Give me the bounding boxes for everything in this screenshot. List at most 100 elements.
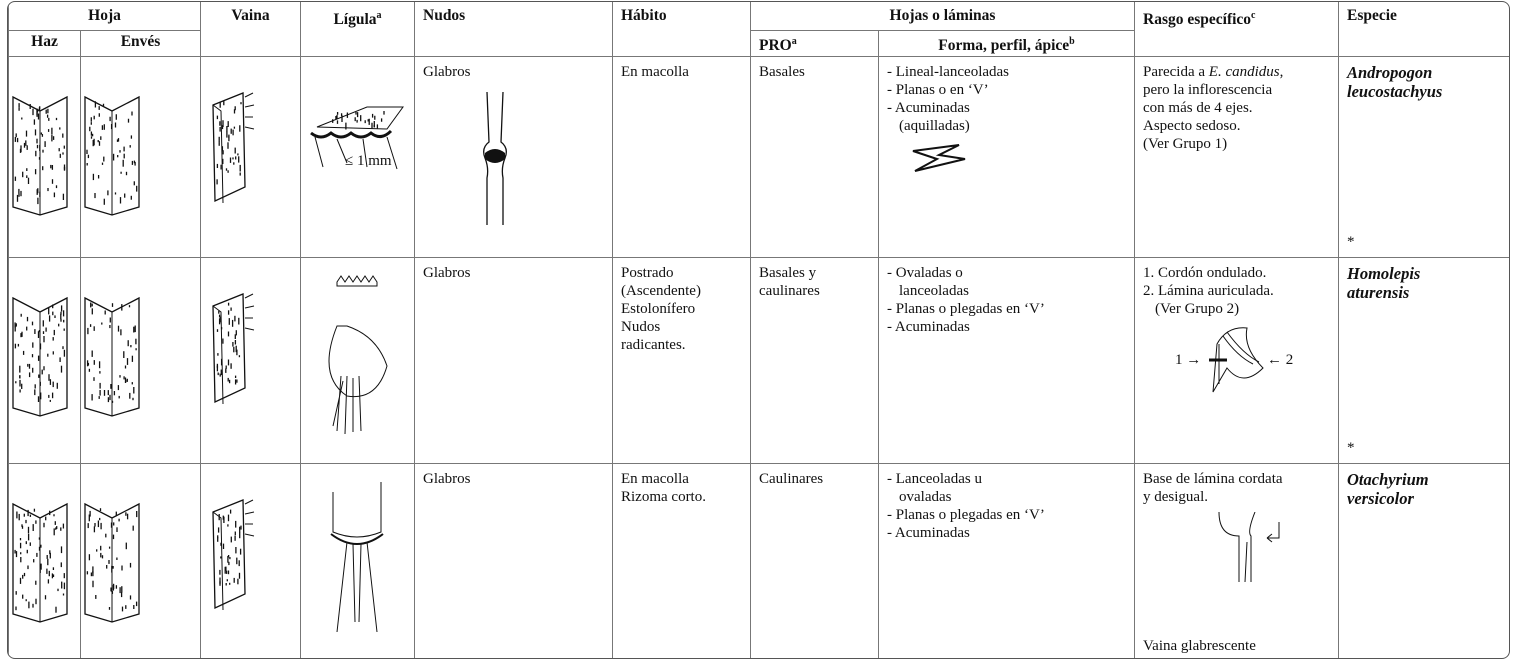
forma-cell: - Lanceoladas u ovaladas - Planas o plegad…: [878, 463, 1135, 658]
figure-label: 1 →: [1175, 352, 1202, 369]
header-cell: Nudos: [414, 2, 613, 58]
header-cell: Lígulaa: [300, 2, 415, 58]
ligula-cell: [300, 257, 415, 465]
ligula-cell: ≤ 1 mm: [300, 56, 415, 259]
enves-cell: [80, 56, 201, 259]
header-cell: Hoja: [8, 2, 201, 31]
sheath-drawing: [212, 499, 255, 611]
haz-cell: [8, 463, 81, 658]
species-name: Andropogon leucostachyus: [1339, 57, 1509, 107]
leaf-drawing: [84, 297, 140, 417]
cell-content: [81, 57, 200, 217]
habito-cell: En macolla: [612, 56, 751, 259]
rasgo-foot: Vaina glabrescente: [1143, 638, 1256, 655]
species-name: Homolepis aturensis: [1339, 258, 1509, 308]
text-line: (aquilladas): [899, 118, 970, 135]
enves-cell: [80, 463, 201, 658]
text-line: Basales y: [759, 265, 817, 282]
forma-cell: - Ovaladas o lanceoladas - Planas o plegad…: [878, 257, 1135, 465]
header-cell: Haz: [8, 29, 81, 58]
pro-text: Caulinares: [751, 464, 878, 494]
rasgo-text: Base de lámina cordata y desigual.: [1135, 464, 1338, 512]
text-line: Postrado: [621, 265, 674, 282]
ligule-drawing: [330, 482, 384, 633]
text-segment: Parecida a: [1143, 64, 1209, 81]
footnote-mark: a: [791, 36, 797, 47]
header-row: Hoja Vaina Lígulaa Nudos Hábito Hojas o …: [8, 2, 1509, 58]
footnote-mark: b: [1069, 36, 1075, 47]
text-line: Parecida a E. candidus,: [1143, 63, 1330, 81]
text-line: - Acuminadas: [887, 100, 970, 117]
cell-content: [81, 464, 200, 624]
forma-text: - Lineal-lanceoladas - Planas o en ‘V’ - A…: [879, 57, 1134, 141]
page: Hoja Vaina Lígulaa Nudos Hábito Hojas o …: [7, 1, 1510, 659]
species-name: Otachyrium versicolor: [1339, 464, 1509, 514]
sheath-base-wrap: [1135, 512, 1338, 583]
header-text: Lígula: [333, 11, 377, 29]
cell-content: [301, 57, 414, 177]
rasgo-text: Parecida a E. candidus, pero la infloresc…: [1135, 57, 1338, 159]
text-line: (Ver Grupo 2): [1155, 301, 1240, 318]
footnote-mark: a: [376, 10, 382, 21]
blade-drawing-wrap: [879, 141, 1134, 177]
forma-cell: - Lineal-lanceoladas - Planas o en ‘V’ - A…: [878, 56, 1135, 259]
name-part: Homolepis: [1347, 264, 1421, 284]
nudos-cell: Glabros: [414, 463, 613, 658]
table-row: Glabros Postrado (Ascendente) Estolonífero N…: [8, 257, 1509, 465]
text-line: Estolonífero: [621, 301, 696, 318]
nudos-text: Glabros: [423, 471, 471, 488]
text-line: pero la inflorescencia: [1143, 82, 1273, 99]
pro-cell: Basales: [750, 56, 879, 259]
especie-cell: Homolepis aturensis *: [1338, 257, 1509, 465]
leaf-drawing: [12, 96, 68, 216]
rasgo-figure: 1 → ← 2: [1143, 324, 1338, 394]
name-part: leucostachyus: [1347, 82, 1443, 102]
text-segment: E. candidus: [1208, 64, 1280, 81]
text-line: - Lanceoladas u: [887, 471, 982, 488]
text-line: - Lineal-lanceoladas: [887, 64, 1010, 81]
haz-cell: [8, 56, 81, 259]
nudos-text: Glabros: [423, 265, 471, 282]
vaina-cell: [200, 56, 301, 259]
especie-cell: Andropogon leucostachyus *: [1338, 56, 1509, 259]
leaf-drawing: [12, 297, 68, 417]
pro-text: Basales: [751, 57, 878, 87]
footnote-mark: c: [1251, 10, 1256, 21]
leaf-drawing: [84, 503, 140, 623]
header-row: Haz Envés PROa Forma, perfil, ápiceb: [8, 29, 1510, 58]
vaina-cell: [200, 257, 301, 465]
habito-text: En macolla: [613, 57, 750, 87]
text-line: Basales: [759, 64, 805, 81]
text-line: - Ovaladas o: [887, 265, 963, 282]
text-line: - Planas o plegadas en ‘V’: [887, 301, 1045, 318]
forma-text: - Ovaladas o lanceoladas - Planas o plegad…: [879, 258, 1134, 342]
blade-drawing: [912, 144, 966, 173]
vaina-cell: [200, 463, 301, 658]
text-line: 1. Cordón ondulado.: [1143, 265, 1267, 282]
text-line: (Ver Grupo 1): [1143, 136, 1228, 153]
name-part: aturensis: [1347, 283, 1410, 303]
text-line: (Ascendente): [621, 283, 701, 300]
species-table: Hoja Vaina Lígulaa Nudos Hábito Hojas o …: [8, 2, 1510, 658]
name-part: Otachyrium: [1347, 470, 1429, 490]
leaf-drawing: [12, 503, 68, 623]
text-line: caulinares: [759, 283, 820, 300]
ligula-cell: [300, 463, 415, 658]
header-cell: Vaina: [200, 2, 301, 58]
text-line: - Planas o en ‘V’: [887, 82, 989, 99]
text-line: y desigual.: [1143, 489, 1208, 506]
habito-cell: Postrado (Ascendente) Estolonífero Nudos rad…: [612, 257, 751, 465]
table-body: ≤ 1 mm Glabros En macolla Basales - Lineal-l…: [8, 56, 1509, 658]
cell-content: [201, 57, 300, 207]
table-row: ≤ 1 mm Glabros En macolla Basales - Lineal-l…: [8, 56, 1509, 259]
text-line: 2. Lámina auriculada.: [1143, 283, 1274, 300]
name-part: versicolor: [1347, 489, 1414, 509]
nudos-cell: Glabros: [414, 56, 613, 259]
text-line: radicantes.: [621, 337, 686, 354]
pro-cell: Caulinares: [750, 463, 879, 658]
text-line: - Planas o plegadas en ‘V’: [887, 507, 1045, 524]
cell-content: [201, 464, 300, 614]
pro-text: Basales y caulinares: [751, 258, 878, 306]
species-mark: *: [1347, 440, 1355, 457]
rasgo-cell: Base de lámina cordata y desigual. Vaina g…: [1134, 463, 1339, 658]
